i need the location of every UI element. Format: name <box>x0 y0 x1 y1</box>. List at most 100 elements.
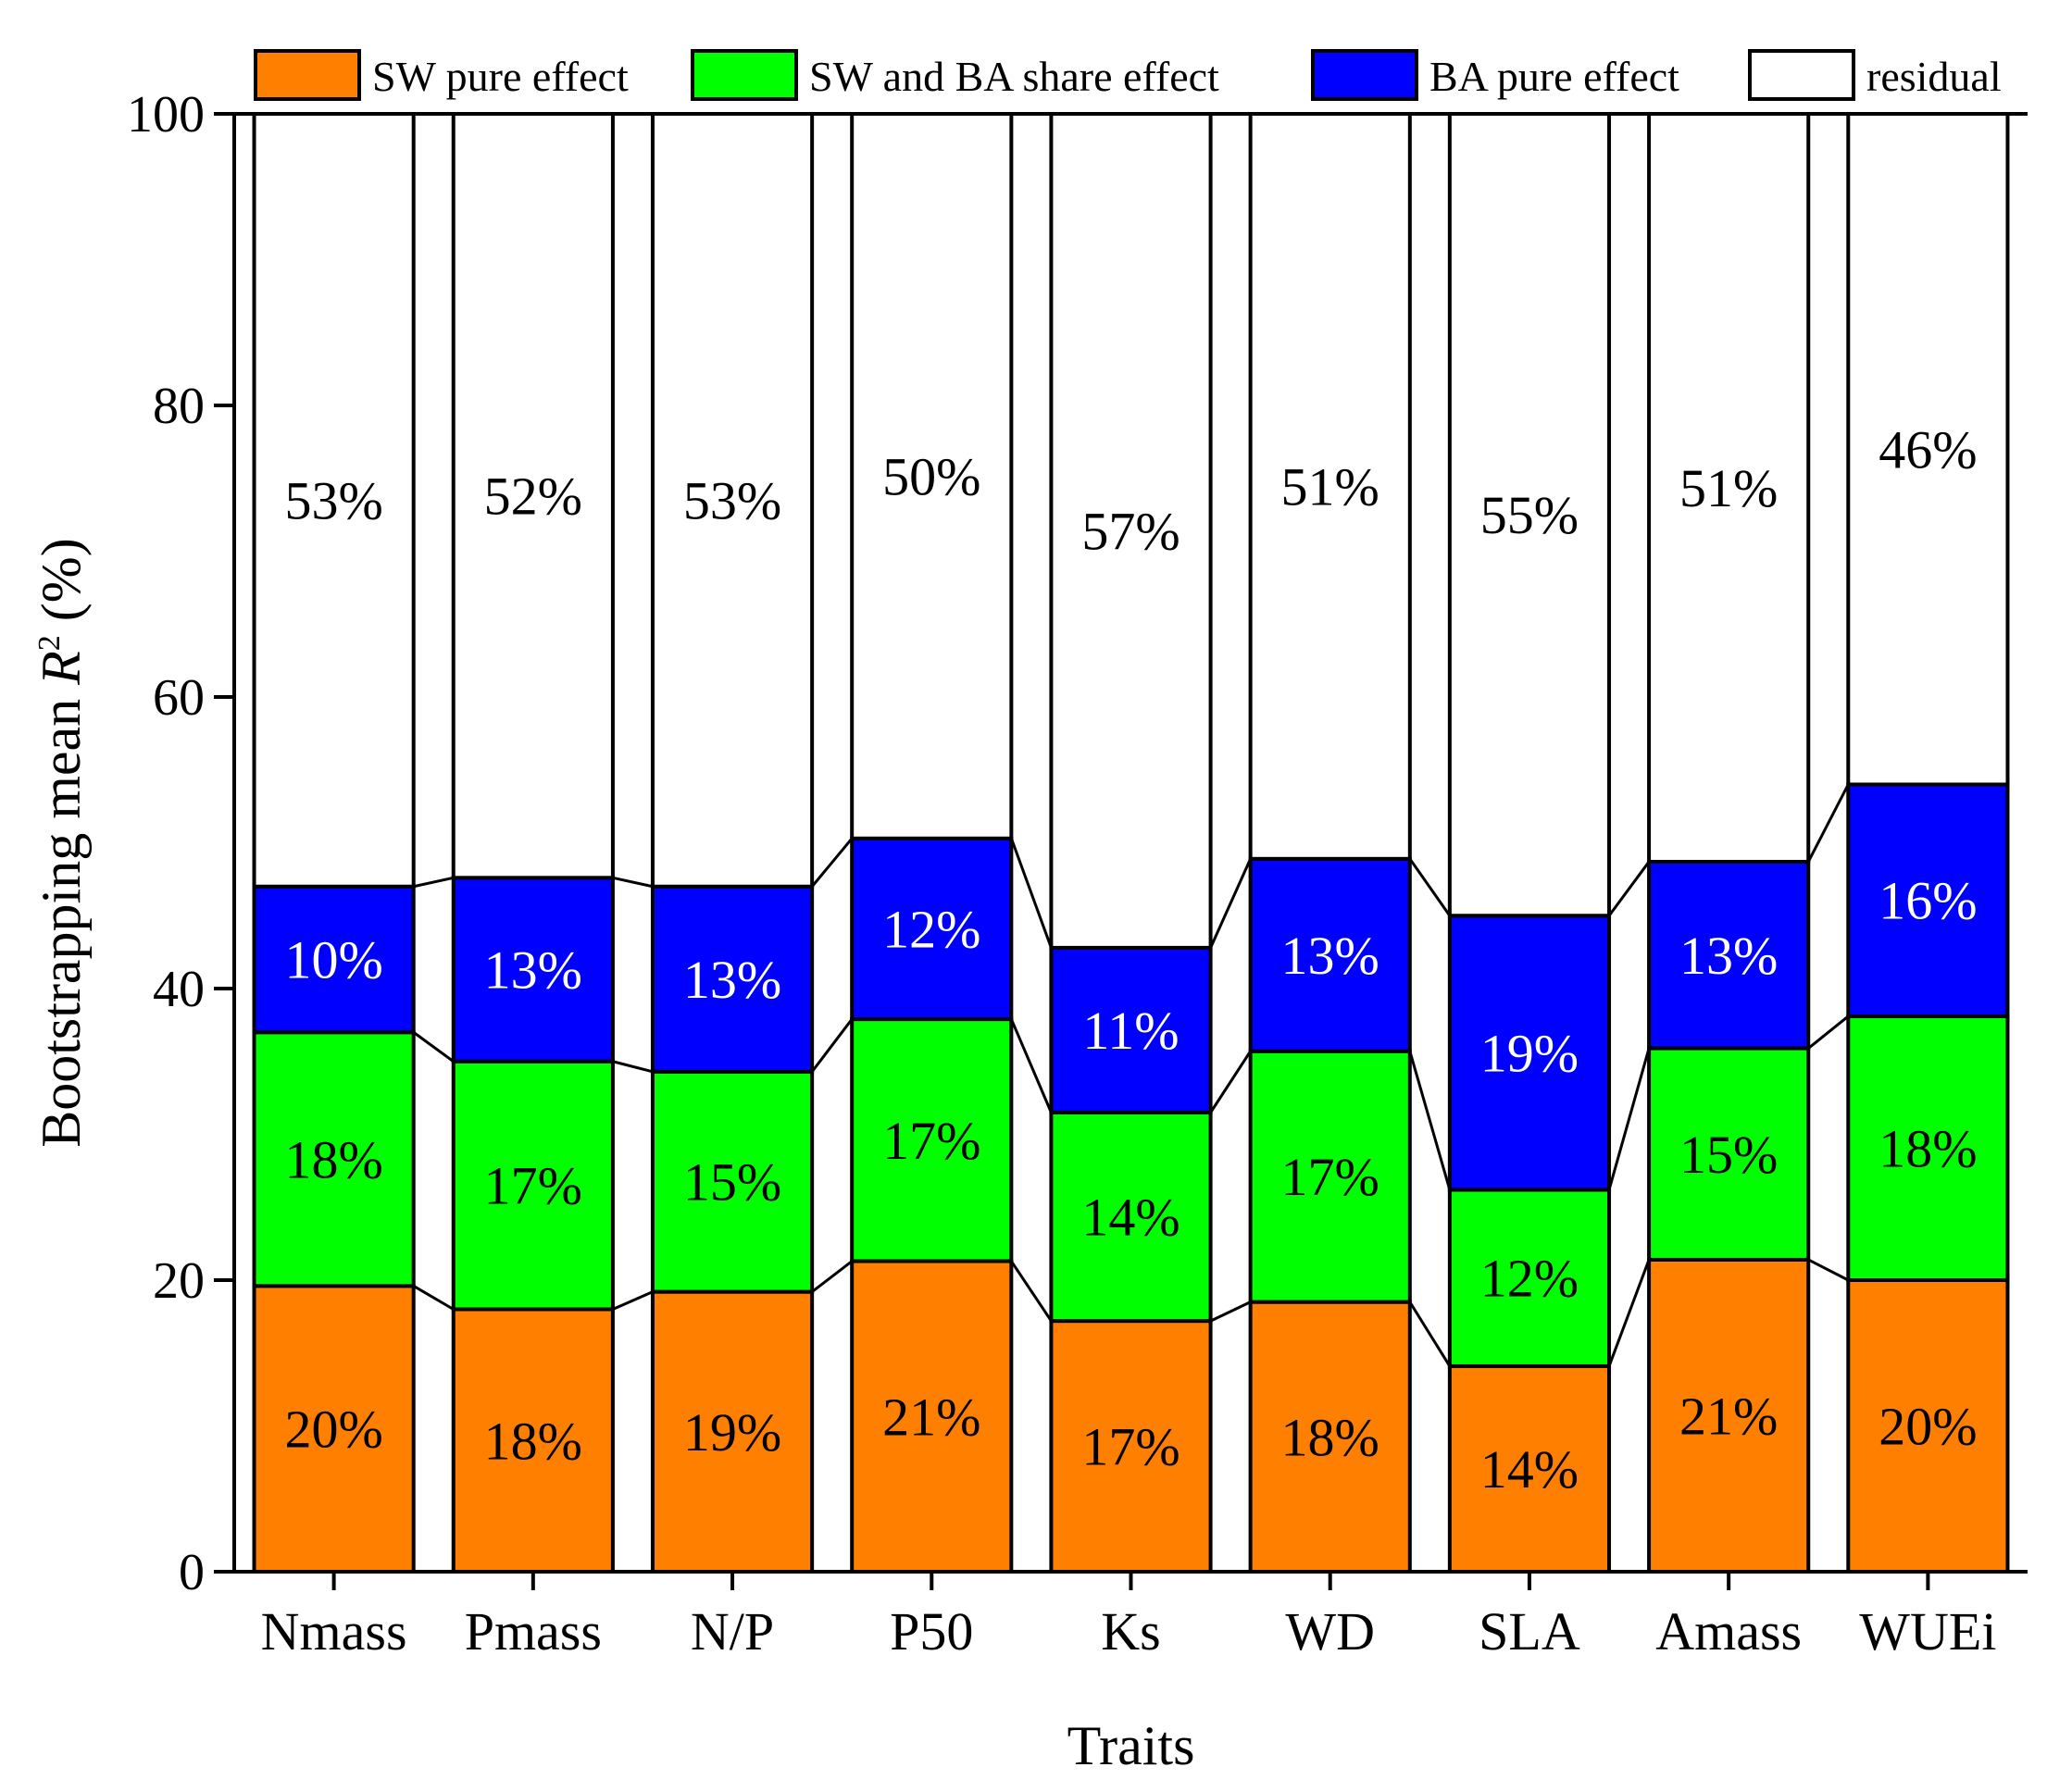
segment-label-4-4: 50% <box>882 446 980 506</box>
bars-group <box>252 112 2010 1574</box>
x-tick-label-1: Nmass <box>261 1601 407 1661</box>
segment-label-3-8: 13% <box>1679 926 1778 986</box>
bar-segment-3-2 <box>451 876 615 1064</box>
bar-segment-4-9 <box>1846 112 2010 787</box>
y-axis-title-suffix: (%) <box>31 538 92 635</box>
segment-label-1-7: 14% <box>1480 1439 1579 1500</box>
segment-label-2-6: 17% <box>1281 1147 1379 1207</box>
legend-label-2: SW and BA share effect <box>809 53 1219 100</box>
legend-swatch-1 <box>254 49 361 101</box>
bar-segment-1-6 <box>1248 1300 1412 1574</box>
segment-label-2-3: 15% <box>683 1152 781 1213</box>
segment-labels: 20% 18% 10% 53% 18% 17% 13% 52% 19% 15% 13% 53% 21% 1… <box>284 419 1977 1500</box>
segment-label-1-9: 20% <box>1879 1397 1977 1457</box>
bar-segment-3-5 <box>1049 945 1213 1114</box>
y-axis-title-prefix: Bootstrapping mean <box>31 685 92 1148</box>
bar-segment-4-6 <box>1248 112 1412 861</box>
bar-segment-1-1 <box>252 1284 416 1574</box>
connector-line-3-7 <box>1607 861 1651 917</box>
connector-line-2-5 <box>1209 1050 1252 1114</box>
segment-label-3-7: 19% <box>1480 1023 1579 1083</box>
connector-line-1-2 <box>612 1290 654 1311</box>
bar-segment-4-7 <box>1447 112 1612 918</box>
segment-label-4-6: 51% <box>1281 456 1379 516</box>
segment-label-3-2: 13% <box>484 940 582 1001</box>
segment-label-2-9: 18% <box>1879 1118 1977 1178</box>
x-tick-label-7: SLA <box>1479 1601 1580 1661</box>
segment-label-3-4: 12% <box>882 899 980 959</box>
y-tick-label-0: 0 <box>179 1544 205 1601</box>
segment-label-3-6: 13% <box>1281 926 1379 986</box>
segment-label-3-3: 13% <box>683 950 781 1010</box>
bar-segment-2-2 <box>451 1059 615 1312</box>
legend: SW pure effect SW and BA share effect BA p… <box>254 49 2002 101</box>
bar-segment-2-9 <box>1846 1014 2010 1283</box>
segment-label-4-9: 46% <box>1879 419 1977 479</box>
y-axis-title-sup: 2 <box>32 635 67 651</box>
y-tick-label-20: 20 <box>153 1252 205 1310</box>
bar-segment-2-1 <box>252 1030 416 1288</box>
y-tick-label-100: 100 <box>127 86 205 143</box>
legend-swatch-4 <box>1748 49 1855 101</box>
segment-label-1-6: 18% <box>1281 1407 1379 1467</box>
segment-label-4-8: 51% <box>1679 458 1778 518</box>
connector-line-3-8 <box>1806 783 1850 863</box>
segment-label-2-1: 18% <box>284 1129 382 1189</box>
connector-line-1-1 <box>412 1285 455 1311</box>
connector-line-3-6 <box>1408 857 1452 917</box>
y-axis-title: Bootstrapping mean R2 (%) <box>31 538 92 1148</box>
legend-label-1: SW pure effect <box>372 53 629 100</box>
bar-segment-3-6 <box>1248 856 1412 1053</box>
connector-line-1-5 <box>1209 1300 1252 1323</box>
segment-label-3-9: 16% <box>1879 871 1977 931</box>
connector-line-1-4 <box>1010 1260 1053 1322</box>
segment-label-1-5: 17% <box>1081 1417 1180 1477</box>
connector-line-3-3 <box>810 837 854 888</box>
connector-line-3-5 <box>1209 858 1253 949</box>
x-tick-label-9: WUEi <box>1859 1601 1996 1661</box>
bar-segment-4-3 <box>650 112 815 889</box>
x-tick-label-4: P50 <box>890 1601 973 1661</box>
connector-line-2-7 <box>1607 1048 1651 1190</box>
segment-label-2-2: 17% <box>484 1156 582 1216</box>
connector-line-3-4 <box>1009 838 1053 949</box>
segment-label-1-4: 21% <box>882 1387 980 1447</box>
bar-segment-2-8 <box>1647 1046 1811 1262</box>
bar-segment-2-5 <box>1049 1110 1213 1324</box>
bar-segment-3-9 <box>1846 782 2010 1018</box>
connector-line-2-3 <box>810 1018 854 1073</box>
segment-label-4-5: 57% <box>1081 501 1180 561</box>
connector-line-2-4 <box>1009 1018 1053 1114</box>
legend-swatch-3 <box>1311 49 1418 101</box>
segment-label-4-2: 52% <box>484 467 582 527</box>
bar-segment-4-8 <box>1647 112 1811 864</box>
legend-label-3: BA pure effect <box>1429 53 1679 100</box>
segment-label-1-1: 20% <box>284 1400 382 1460</box>
y-tick-label-60: 60 <box>153 669 205 727</box>
segment-label-4-1: 53% <box>284 470 382 530</box>
segment-label-2-7: 12% <box>1480 1249 1579 1309</box>
connector-lines <box>412 783 1850 1367</box>
connector-line-2-2 <box>612 1060 654 1074</box>
x-tick-label-3: N/P <box>691 1601 774 1661</box>
x-tick-label-2: Pmass <box>465 1601 602 1661</box>
segment-label-3-1: 10% <box>284 930 382 990</box>
segment-label-4-3: 53% <box>683 470 781 530</box>
segment-label-2-5: 14% <box>1081 1187 1180 1247</box>
bar-segment-4-1 <box>252 112 416 889</box>
connector-line-1-7 <box>1607 1259 1651 1367</box>
bar-segment-2-3 <box>650 1069 815 1294</box>
axes: 0 20 40 60 80 100 Nmass Pmass N/P P50 Ks WD SLA Amass… <box>127 86 2028 1661</box>
x-tick-label-8: Amass <box>1655 1601 1802 1661</box>
bar-segment-3-4 <box>850 836 1014 1022</box>
segment-label-1-3: 19% <box>683 1402 781 1462</box>
connector-line-2-1 <box>412 1031 455 1063</box>
x-axis-title: Traits <box>1067 1715 1195 1776</box>
connector-line-1-8 <box>1807 1258 1849 1282</box>
connector-line-1-6 <box>1408 1300 1452 1367</box>
x-tick-label-5: Ks <box>1101 1601 1160 1661</box>
connector-line-2-8 <box>1807 1014 1850 1050</box>
bar-segment-4-2 <box>451 112 615 880</box>
